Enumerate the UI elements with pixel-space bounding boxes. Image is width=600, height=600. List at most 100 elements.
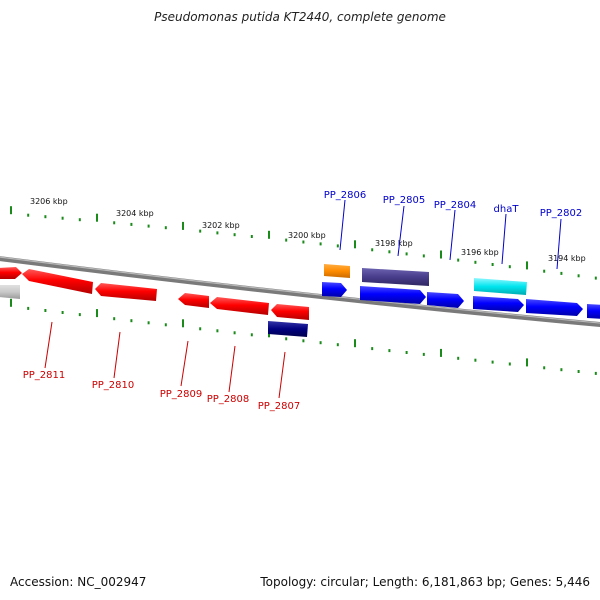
gene-label-dhat[interactable]: dhaT <box>494 204 520 215</box>
major-tick <box>526 358 528 367</box>
minor-tick <box>285 337 288 341</box>
minor-tick <box>27 306 30 310</box>
minor-tick <box>422 254 425 258</box>
minor-tick <box>457 258 460 262</box>
gene-label-pp-2810[interactable]: PP_2810 <box>92 380 135 391</box>
minor-tick <box>250 333 253 337</box>
minor-tick <box>388 349 391 353</box>
minor-tick <box>199 327 202 331</box>
major-tick <box>268 230 270 239</box>
minor-tick <box>250 235 253 238</box>
minor-tick <box>560 368 563 372</box>
gene-label-pp-2802[interactable]: PP_2802 <box>540 208 583 219</box>
gene-label-pp-2808[interactable]: PP_2808 <box>207 394 250 405</box>
minor-tick <box>147 321 150 325</box>
minor-tick <box>130 319 133 323</box>
major-tick <box>96 213 98 222</box>
minor-tick <box>543 366 546 370</box>
scale-label: 3202 kbp <box>202 221 240 230</box>
gene-dhat-blue[interactable] <box>473 296 524 312</box>
scale-label: 3198 kbp <box>375 239 413 248</box>
gene-dhat[interactable] <box>474 278 527 295</box>
minor-tick <box>78 218 81 222</box>
scale-ticks-outer <box>10 206 597 280</box>
label-line-pp-2807 <box>278 351 286 399</box>
major-tick <box>182 319 184 328</box>
minor-tick <box>130 222 133 226</box>
scale-label: 3194 kbp <box>548 254 586 263</box>
gene-pp-2802[interactable] <box>526 299 583 316</box>
minor-tick <box>113 317 116 321</box>
gene-label-pp-2804[interactable]: PP_2804 <box>434 200 477 211</box>
minor-tick <box>285 238 288 242</box>
label-line-pp-2805 <box>397 205 405 257</box>
minor-tick <box>216 231 219 235</box>
minor-tick <box>27 213 30 217</box>
label-line-pp-2808 <box>228 345 236 393</box>
minor-tick <box>233 331 236 335</box>
gene-label-pp-2809[interactable]: PP_2809 <box>160 389 203 400</box>
minor-tick <box>594 276 597 280</box>
minor-tick <box>147 224 150 228</box>
gene-pp-2805-blue[interactable] <box>360 286 426 304</box>
minor-tick <box>422 352 425 356</box>
gene-pp-2806[interactable] <box>322 282 347 297</box>
gene-pp-2811[interactable] <box>22 269 93 294</box>
major-tick <box>96 309 98 318</box>
minor-tick <box>388 250 391 254</box>
major-tick <box>10 298 12 307</box>
minor-tick <box>371 248 374 252</box>
minor-tick <box>543 269 546 273</box>
gene-label-pp-2805[interactable]: PP_2805 <box>383 195 426 206</box>
major-tick <box>526 261 528 270</box>
gene-pp-2810[interactable] <box>95 283 157 301</box>
major-tick <box>440 250 442 259</box>
minor-tick <box>78 313 81 317</box>
map-title: Pseudomonas putida KT2440, complete geno… <box>154 10 446 24</box>
gene-pp-2804[interactable] <box>427 292 464 308</box>
topology-summary: Topology: circular; Length: 6,181,863 bp… <box>260 575 590 589</box>
gene-label-pp-2806[interactable]: PP_2806 <box>324 190 367 201</box>
minor-tick <box>577 370 580 373</box>
label-line-pp-2811 <box>44 321 53 369</box>
minor-tick <box>199 229 202 233</box>
minor-tick <box>233 233 236 237</box>
scale-label: 3200 kbp <box>288 231 326 240</box>
gene-label-pp-2811[interactable]: PP_2811 <box>23 370 66 381</box>
minor-tick <box>61 311 64 314</box>
minor-tick <box>113 221 116 225</box>
scale-label: 3196 kbp <box>461 248 499 257</box>
minor-tick <box>302 240 305 244</box>
minor-tick <box>508 362 511 366</box>
minor-tick <box>336 343 339 347</box>
minor-tick <box>44 309 47 312</box>
label-line-pp-2809 <box>180 340 189 387</box>
minor-tick <box>61 216 64 220</box>
minor-tick <box>491 263 494 266</box>
gene-pp-2807-red[interactable] <box>271 304 309 320</box>
minor-tick <box>594 371 597 375</box>
minor-tick <box>474 358 477 362</box>
minor-tick <box>302 339 305 343</box>
gene-pp-2812[interactable] <box>0 267 22 279</box>
label-line-pp-2802 <box>556 218 562 270</box>
gene-gray[interactable] <box>0 285 20 299</box>
gene-pp-2801[interactable] <box>587 304 600 319</box>
gene-pp-2807[interactable] <box>268 321 308 337</box>
minor-tick <box>319 341 322 345</box>
minor-tick <box>44 215 47 219</box>
gene-pp-2806-orange[interactable] <box>324 264 350 278</box>
gene-pp-2805[interactable] <box>362 268 429 286</box>
minor-tick <box>319 242 322 246</box>
gene-pp-2809[interactable] <box>178 293 209 308</box>
label-line-pp-2804 <box>449 209 456 261</box>
major-tick <box>440 348 442 357</box>
minor-tick <box>371 347 374 351</box>
gene-pp-2808[interactable] <box>210 297 269 315</box>
accession-text: Accession: NC_002947 <box>10 575 147 589</box>
minor-tick <box>508 265 511 269</box>
genome-backbone <box>0 256 600 328</box>
major-tick <box>354 339 356 348</box>
gene-label-pp-2807[interactable]: PP_2807 <box>258 401 301 412</box>
